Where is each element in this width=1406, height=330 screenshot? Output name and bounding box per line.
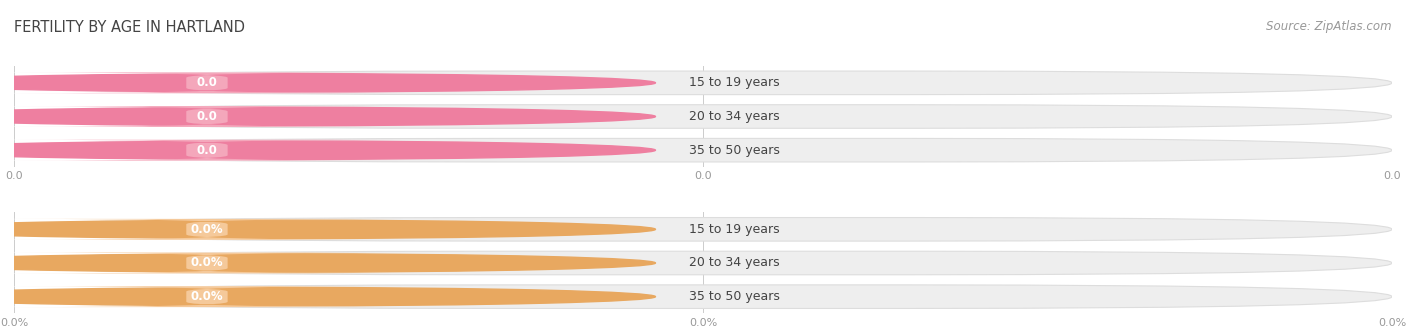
- Text: 0.0: 0.0: [197, 76, 218, 89]
- FancyBboxPatch shape: [11, 219, 404, 240]
- Circle shape: [0, 220, 655, 239]
- Text: 0.0: 0.0: [197, 110, 218, 123]
- FancyBboxPatch shape: [14, 251, 1392, 275]
- Circle shape: [0, 254, 655, 272]
- FancyBboxPatch shape: [0, 140, 352, 161]
- Text: 0.0%: 0.0%: [191, 290, 224, 303]
- Circle shape: [0, 141, 655, 159]
- FancyBboxPatch shape: [14, 217, 1392, 241]
- FancyBboxPatch shape: [0, 72, 352, 93]
- Text: 0.0: 0.0: [197, 144, 218, 157]
- Text: 0.0%: 0.0%: [191, 223, 224, 236]
- FancyBboxPatch shape: [14, 71, 1392, 95]
- FancyBboxPatch shape: [11, 72, 404, 93]
- Text: 20 to 34 years: 20 to 34 years: [689, 110, 780, 123]
- FancyBboxPatch shape: [11, 140, 404, 161]
- Text: 35 to 50 years: 35 to 50 years: [689, 144, 780, 157]
- Text: 20 to 34 years: 20 to 34 years: [689, 256, 780, 270]
- Circle shape: [0, 287, 655, 306]
- Circle shape: [0, 74, 655, 92]
- FancyBboxPatch shape: [0, 219, 352, 240]
- Text: 0.0%: 0.0%: [191, 256, 224, 270]
- Text: 35 to 50 years: 35 to 50 years: [689, 290, 780, 303]
- FancyBboxPatch shape: [0, 286, 352, 307]
- FancyBboxPatch shape: [0, 106, 352, 127]
- FancyBboxPatch shape: [11, 252, 404, 274]
- FancyBboxPatch shape: [0, 252, 352, 274]
- Text: 15 to 19 years: 15 to 19 years: [689, 223, 780, 236]
- FancyBboxPatch shape: [14, 105, 1392, 128]
- FancyBboxPatch shape: [14, 138, 1392, 162]
- FancyBboxPatch shape: [14, 285, 1392, 309]
- Circle shape: [0, 107, 655, 126]
- FancyBboxPatch shape: [11, 106, 404, 127]
- FancyBboxPatch shape: [11, 286, 404, 307]
- Text: Source: ZipAtlas.com: Source: ZipAtlas.com: [1267, 20, 1392, 33]
- Text: 15 to 19 years: 15 to 19 years: [689, 76, 780, 89]
- Text: FERTILITY BY AGE IN HARTLAND: FERTILITY BY AGE IN HARTLAND: [14, 20, 245, 35]
